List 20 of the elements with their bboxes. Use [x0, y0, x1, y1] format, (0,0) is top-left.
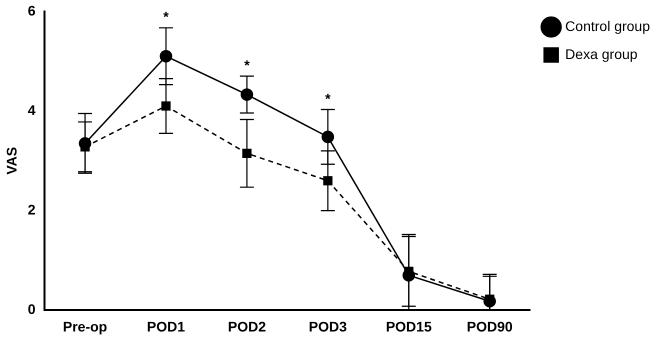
annotation: * [325, 90, 332, 106]
point [323, 176, 332, 186]
x-tick-label: POD1 [146, 318, 186, 334]
y-axis-title: VAS [3, 146, 20, 175]
y-tick-label: 4 [28, 102, 36, 118]
point [160, 50, 172, 62]
legend-label: Control group [565, 18, 650, 34]
point [242, 148, 252, 158]
y-tick-label: 6 [28, 2, 36, 18]
y-tick-label: 0 [28, 301, 36, 318]
point [240, 88, 254, 101]
x-tick-label: Pre-op [62, 318, 108, 334]
annotation: * [244, 57, 250, 73]
legend-label: Dexa group [565, 46, 638, 62]
x-tick-label: POD15 [386, 318, 432, 334]
annotation: * [163, 8, 170, 25]
x-tick-label: POD90 [466, 318, 513, 334]
x-tick-label: POD2 [228, 318, 266, 334]
x-tick-label: POD3 [308, 318, 348, 334]
y-tick-label: 2 [28, 201, 36, 218]
